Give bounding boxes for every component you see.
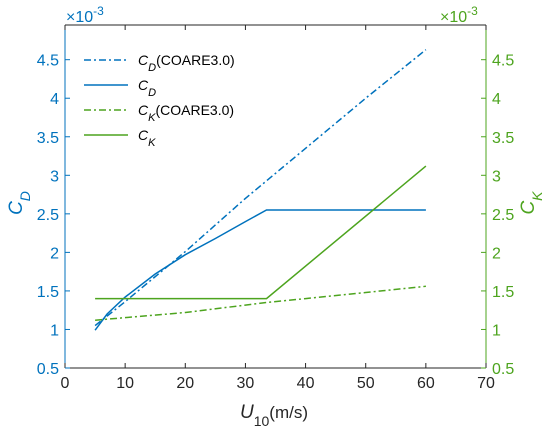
- left-y-tick-label: 4: [50, 91, 59, 108]
- left-y-axis-title-main: C: [6, 201, 27, 215]
- right-y-tick-label: 3.5: [492, 130, 514, 147]
- series-layer: [94, 49, 427, 331]
- plot-frame: [64, 24, 487, 369]
- left-y-tick-label: 4.5: [37, 53, 59, 70]
- x-axis-ticks: 0 10 20 30 40 50 60 70: [61, 25, 495, 392]
- left-y-axis-ticks: 0.5 1 1.5 2 2.5 3 3.5 4 4.5: [37, 53, 70, 378]
- series-line-4: [95, 165, 427, 300]
- right-y-tick-label: 0.5: [492, 361, 514, 378]
- left-y-tick-label: 2.5: [37, 207, 59, 224]
- right-y-tick-label: 2: [492, 245, 501, 262]
- legend: CD(COARE3.0) CD CK(COARE3.0) CK: [84, 52, 235, 149]
- left-axis-exponent: ×10-3: [66, 4, 104, 26]
- legend-entry-2: CD: [138, 77, 156, 99]
- x-axis-title-main: U: [240, 402, 254, 423]
- x-tick-label: 60: [417, 375, 435, 392]
- right-y-tick-label: 1: [492, 322, 501, 339]
- left-exponent-base: ×10: [66, 9, 93, 26]
- right-y-tick-label: 2.5: [492, 207, 514, 224]
- right-y-axis-title-sub: K: [529, 191, 545, 201]
- left-y-tick-label: 3: [50, 168, 59, 185]
- x-axis-title-sub: 10: [254, 413, 270, 429]
- left-y-tick-label: 3.5: [37, 130, 59, 147]
- left-exponent-power: -3: [93, 4, 104, 18]
- left-y-tick-label: 1.5: [37, 284, 59, 301]
- right-y-tick-label: 1.5: [492, 284, 514, 301]
- right-y-axis-title: CK: [518, 191, 545, 215]
- legend-entry-1: CD(COARE3.0): [138, 52, 235, 74]
- right-axis-exponent: ×10-3: [440, 4, 478, 26]
- series-line-3: [95, 285, 426, 321]
- right-y-axis-title-main: C: [518, 201, 539, 215]
- left-y-tick-label: 0.5: [37, 361, 59, 378]
- x-tick-label: 30: [237, 375, 255, 392]
- x-tick-label: 0: [61, 375, 70, 392]
- x-tick-label: 10: [116, 375, 134, 392]
- x-axis-title-unit: (m/s): [269, 403, 308, 422]
- right-y-tick-label: 4: [492, 91, 501, 108]
- right-y-tick-label: 4.5: [492, 53, 514, 70]
- right-y-tick-label: 3: [492, 168, 501, 185]
- series-line-1: [94, 49, 427, 327]
- left-y-axis-title: CD: [6, 191, 33, 215]
- left-y-tick-label: 1: [50, 322, 59, 339]
- series-line-2: [94, 209, 426, 331]
- right-exponent-base: ×10: [440, 9, 467, 26]
- left-y-axis-title-sub: D: [17, 191, 33, 201]
- x-axis-title: U10(m/s): [240, 402, 308, 429]
- left-y-tick-label: 2: [50, 245, 59, 262]
- x-tick-label: 70: [477, 375, 495, 392]
- x-tick-label: 50: [357, 375, 375, 392]
- x-tick-label: 40: [297, 375, 315, 392]
- legend-entry-4: CK: [138, 127, 156, 149]
- x-tick-label: 20: [176, 375, 194, 392]
- legend-entry-3: CK(COARE3.0): [138, 102, 234, 124]
- right-exponent-power: -3: [467, 4, 478, 18]
- right-y-axis-ticks: 0.5 1 1.5 2 2.5 3 3.5 4 4.5: [481, 53, 514, 378]
